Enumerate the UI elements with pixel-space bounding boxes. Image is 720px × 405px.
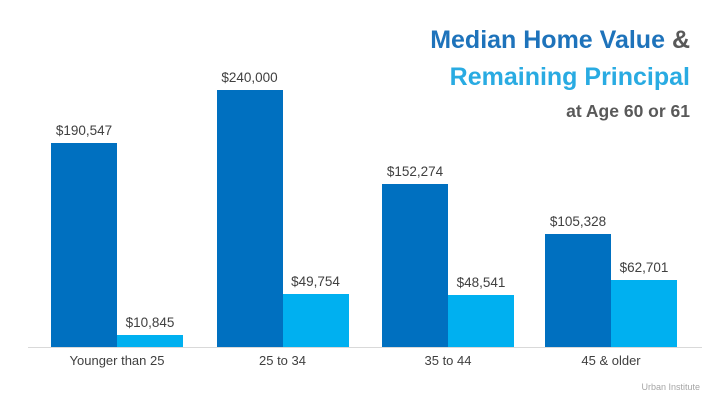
bar-value-label: $62,701 [619, 260, 669, 275]
bar-value-label: $152,274 [386, 164, 444, 179]
x-axis-line [28, 347, 702, 348]
title-line-2: Remaining Principal [449, 63, 690, 91]
bar-value-label: $190,547 [55, 123, 113, 138]
bar-value-label: $48,541 [456, 275, 506, 290]
title-median-home-value: Median Home Value [430, 26, 672, 54]
title-line-1: Median Home Value & [430, 22, 690, 59]
title-line-3: at Age 60 or 61 [566, 101, 690, 121]
bar-value-label: $240,000 [221, 70, 278, 85]
bar-value-label: $105,328 [549, 214, 607, 229]
chart-title: Median Home Value & Remaining Principal … [430, 22, 690, 126]
category-label: 25 to 34 [259, 353, 306, 368]
bar-median_home_value-2 [216, 90, 283, 347]
bar-remaining_principal-3 [448, 295, 514, 347]
category-label: 45 & older [581, 353, 641, 368]
bar-remaining_principal-1 [117, 335, 183, 347]
bar-remaining_principal-4 [611, 280, 677, 347]
title-ampersand: & [671, 26, 690, 54]
category-label: 35 to 44 [424, 353, 472, 368]
bar-remaining_principal-2 [282, 294, 349, 347]
source-attribution: Urban Institute [641, 382, 700, 392]
bar-median_home_value-4 [545, 234, 611, 347]
bar-median_home_value-3 [382, 184, 448, 347]
category-label: Younger than 25 [69, 353, 165, 368]
bar-value-label: $10,845 [125, 315, 175, 330]
bar-median_home_value-1 [51, 143, 117, 347]
bar-value-label: $49,754 [291, 274, 340, 289]
